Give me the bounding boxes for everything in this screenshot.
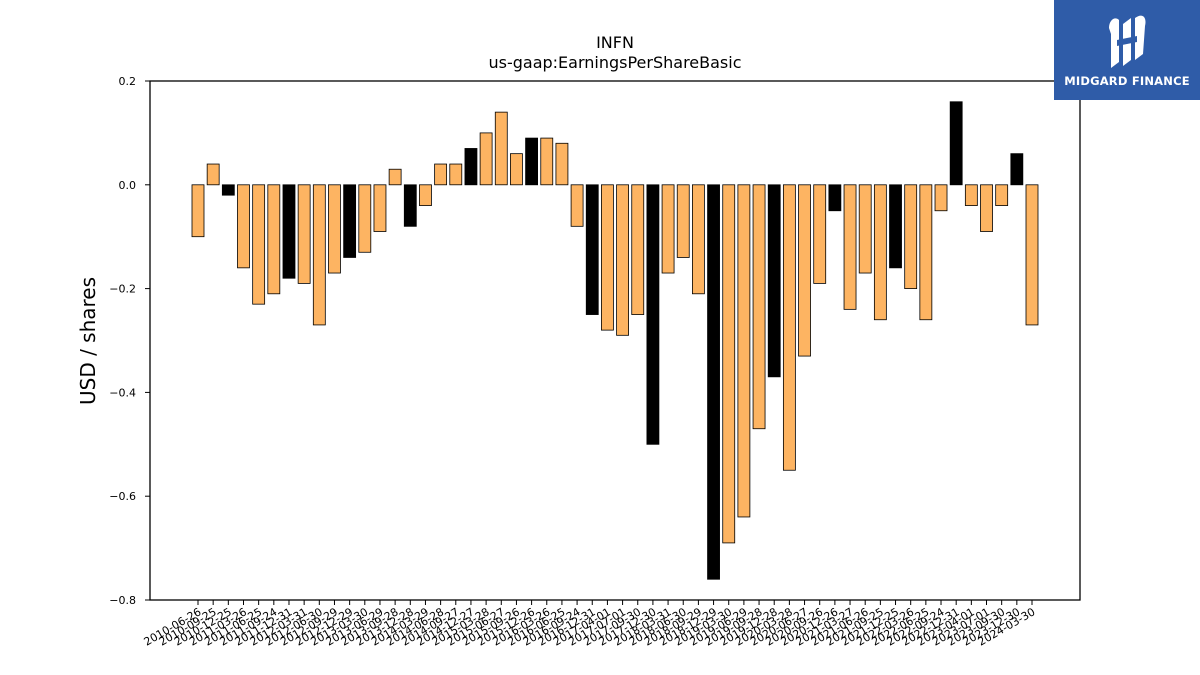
bar-2017-04-01 xyxy=(601,184,614,331)
chart-subtitle: us-gaap:EarningsPerShareBasic xyxy=(488,53,741,72)
bar-2015-12-26 xyxy=(525,137,538,186)
bar-2020-06-27 xyxy=(798,184,811,357)
bar-2018-12-29 xyxy=(707,184,720,580)
bar-2010-06-26 xyxy=(191,184,205,238)
bar-2014-09-27 xyxy=(449,163,463,186)
bar-2022-12-31 xyxy=(949,101,963,186)
bar-2012-12-29 xyxy=(343,184,357,258)
bar-2014-06-28 xyxy=(434,163,448,186)
bar-2011-03-26 xyxy=(237,184,250,269)
bar-2013-09-28 xyxy=(388,168,402,186)
bar-2013-06-29 xyxy=(373,184,387,232)
bar-2015-03-28 xyxy=(479,132,493,186)
bar-2021-12-25 xyxy=(889,184,902,269)
bar-2020-09-26 xyxy=(813,184,827,284)
bar-2010-09-25 xyxy=(206,163,220,186)
bar-2015-06-27 xyxy=(494,111,508,186)
bar-2019-06-29 xyxy=(737,184,751,518)
bar-2022-03-26 xyxy=(904,184,918,290)
y-axis: 0.2 0.0 −0.2 −0.4 −0.6 −0.8 xyxy=(109,75,150,607)
bar-2012-06-30 xyxy=(312,184,326,326)
bar-2011-06-25 xyxy=(252,184,266,305)
bar-2016-06-25 xyxy=(555,142,569,186)
bar-2019-12-28 xyxy=(767,184,781,378)
bar-2015-09-26 xyxy=(510,153,523,186)
bar-2019-03-30 xyxy=(722,184,736,544)
x-axis: 2010-06-262010-09-252010-12-252011-03-26… xyxy=(142,600,1038,649)
y-axis-label: USD / shares xyxy=(76,277,100,405)
bar-2017-07-01 xyxy=(616,184,629,336)
bar-2022-06-25 xyxy=(919,184,933,321)
bar-2016-09-24 xyxy=(570,184,584,227)
bar-2020-03-28 xyxy=(782,184,796,471)
bar-2014-03-29 xyxy=(419,184,432,206)
midgard-logo-icon xyxy=(1109,15,1146,68)
bar-2012-03-31 xyxy=(297,184,311,284)
bar-2024-03-30 xyxy=(1025,184,1039,326)
bars-group xyxy=(191,101,1039,580)
bar-2014-12-27 xyxy=(464,148,478,186)
bar-2020-12-26 xyxy=(828,184,842,212)
bar-2016-03-26 xyxy=(540,137,554,186)
plot-frame xyxy=(149,80,1081,601)
bar-2016-12-31 xyxy=(585,184,599,315)
bar-2011-09-24 xyxy=(267,184,281,295)
bar-2023-12-30 xyxy=(1010,153,1024,186)
y-tick-label: −0.2 xyxy=(109,283,136,296)
brand-logo: MIDGARD FINANCE xyxy=(1054,0,1200,100)
bar-2023-09-30 xyxy=(995,184,1009,206)
bar-2018-09-29 xyxy=(692,184,705,295)
y-tick-label: −0.4 xyxy=(109,386,136,399)
brand-name: MIDGARD FINANCE xyxy=(1064,74,1190,88)
y-tick-label: 0.2 xyxy=(119,75,137,88)
y-tick-label: 0.0 xyxy=(119,179,137,192)
bar-2013-03-30 xyxy=(358,184,372,253)
chart-title: INFN xyxy=(596,33,634,52)
bar-2018-06-30 xyxy=(676,184,690,258)
bar-2011-12-31 xyxy=(282,184,296,279)
bar-2017-09-30 xyxy=(631,184,645,315)
bar-2022-09-24 xyxy=(934,184,948,212)
y-tick-label: −0.8 xyxy=(109,594,136,607)
bar-2018-03-31 xyxy=(661,184,675,274)
bar-2023-07-01 xyxy=(980,184,993,232)
bar-2019-09-28 xyxy=(752,184,766,430)
bar-2021-06-26 xyxy=(858,184,872,274)
bar-2010-12-25 xyxy=(221,184,235,196)
bar-2023-04-01 xyxy=(964,184,978,206)
bar-2012-09-29 xyxy=(328,184,341,274)
bar-2017-12-30 xyxy=(646,184,660,445)
y-tick-label: −0.6 xyxy=(109,490,136,503)
bar-2021-09-25 xyxy=(873,184,887,321)
bar-2013-12-28 xyxy=(403,184,417,227)
bar-2021-03-27 xyxy=(843,184,857,310)
